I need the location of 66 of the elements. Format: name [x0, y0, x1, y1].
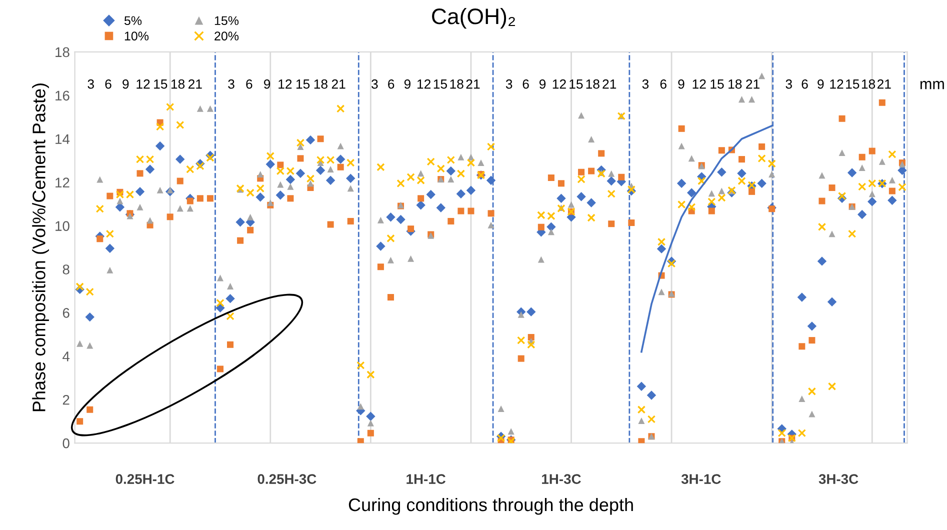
text: 0.25H-1C: [116, 474, 174, 484]
text: 3H-3C: [818, 474, 858, 484]
legend-label: 15%: [214, 16, 239, 26]
annotation: 18: [314, 79, 328, 89]
annotation: 15: [296, 80, 310, 89]
annotation: 18: [862, 79, 876, 89]
legend-label: 5%: [124, 16, 142, 26]
legend-label: 20%: [214, 32, 239, 40]
y-tick-label: 10: [56, 221, 70, 231]
annotation: 6: [660, 79, 666, 89]
annotation: 18: [586, 79, 600, 89]
annotation: 6: [522, 79, 529, 89]
y-axis-title: Phase composition (Vol%/Cement Paste): [32, 84, 49, 412]
y-tick-label: 18: [56, 47, 70, 58]
annotation: 6: [388, 79, 394, 89]
annotation: 3: [786, 79, 792, 89]
annotation: 3: [372, 79, 378, 89]
annotation: 21: [332, 79, 346, 89]
y-tick-label: 14: [56, 134, 70, 144]
annotation: 18: [171, 79, 185, 89]
annotation: 12: [830, 79, 844, 89]
annotation: 3: [506, 79, 512, 89]
annotation: 12: [552, 79, 566, 89]
text: mm: [920, 80, 944, 90]
annotation: 15: [434, 80, 447, 89]
y-tick-label: 4: [62, 352, 70, 362]
annotation: 9: [122, 79, 129, 89]
annotation: 9: [539, 79, 546, 89]
annotation: 6: [802, 79, 808, 89]
annotation: 15: [154, 80, 168, 89]
x-axis-title: Curing conditions through the depth: [348, 498, 633, 515]
y-tick-label: 8: [62, 264, 70, 274]
annotation: 12: [278, 79, 292, 89]
y-tick-label: 2: [62, 394, 70, 405]
annotation: 3: [88, 79, 94, 89]
annotation: 21: [746, 79, 760, 89]
annotation: 9: [818, 79, 824, 89]
annotation: 21: [466, 79, 480, 89]
annotation: 9: [404, 79, 410, 89]
annotation: 3: [228, 79, 234, 89]
text: 1H-1C: [406, 474, 446, 484]
annotation: 9: [264, 79, 270, 89]
annotation: 18: [728, 79, 742, 89]
y-tick-label: 0: [62, 438, 70, 448]
y-tick-label: 16: [56, 90, 70, 101]
annotation: 15: [846, 80, 860, 89]
annotation: 12: [692, 79, 706, 89]
annotation: 21: [188, 79, 202, 89]
text: 0.25H-3C: [258, 474, 316, 484]
y-tick-label: 6: [62, 308, 70, 318]
legend-label: 10%: [124, 32, 149, 40]
y-tick-label: 12: [56, 178, 70, 188]
annotation: 12: [136, 79, 150, 89]
annotation: 6: [105, 79, 112, 89]
annotation: 3: [642, 79, 649, 89]
chart-title: Ca(OH)₂: [432, 8, 515, 29]
annotation: 18: [450, 79, 464, 89]
annotation: 15: [570, 80, 583, 89]
text: 3H-1C: [681, 474, 721, 484]
annotation: 21: [602, 79, 616, 89]
text: 1H-3C: [542, 474, 581, 484]
annotation: 21: [877, 79, 891, 89]
annotation: 15: [710, 80, 724, 89]
annotation: 9: [678, 79, 684, 89]
annotation: 12: [417, 79, 430, 89]
annotation: 6: [246, 79, 252, 89]
